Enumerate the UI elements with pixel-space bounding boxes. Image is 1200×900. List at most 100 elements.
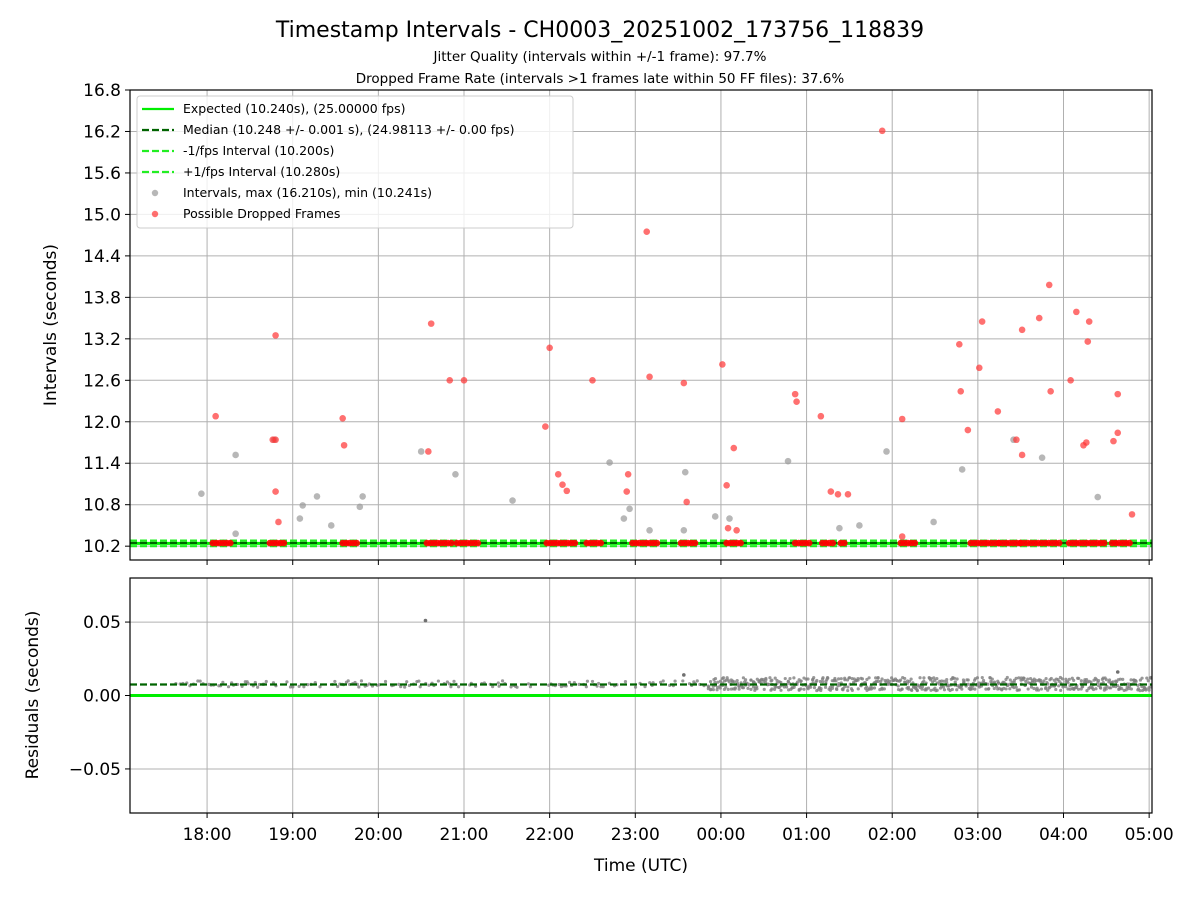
top-y-ticks: 10.2 10.8 11.4 12.0 12.6 13.2 13.8 14.4 15.0 15.6… xyxy=(83,81,130,557)
residual-point xyxy=(795,680,800,684)
residual-point xyxy=(843,676,847,680)
residual-point xyxy=(792,685,796,689)
residual-point xyxy=(849,687,854,691)
residual-point xyxy=(445,680,449,684)
dropped-frame-point xyxy=(723,482,730,489)
residual-point xyxy=(746,682,750,686)
residual-point xyxy=(988,675,992,680)
residual-point xyxy=(825,677,829,682)
legend-intervals-marker xyxy=(151,189,159,197)
interval-point xyxy=(646,526,653,534)
residual-point xyxy=(288,685,293,689)
residual-point xyxy=(198,679,202,683)
residual-point xyxy=(984,687,988,691)
dropped-frame-point xyxy=(474,539,482,547)
dropped-frame-point xyxy=(911,539,919,547)
dropped-frame-point xyxy=(1114,429,1122,437)
bottom-x-tick-label: 22:00 xyxy=(525,825,574,845)
residual-point xyxy=(708,679,713,684)
residual-point xyxy=(721,676,726,680)
residual-point xyxy=(1039,687,1044,691)
residual-point xyxy=(773,676,777,680)
residual-point xyxy=(497,684,501,688)
residual-point xyxy=(1077,676,1081,681)
residual-point xyxy=(928,678,933,682)
interval-point xyxy=(1094,493,1102,501)
chart-title: Timestamp Intervals - CH0003_20251002_17… xyxy=(275,18,924,43)
residual-point xyxy=(972,678,977,682)
residual-point xyxy=(661,679,665,683)
residual-point xyxy=(821,680,825,684)
residual-point xyxy=(567,680,572,684)
dropped-frame-point xyxy=(623,488,631,495)
residual-point xyxy=(1008,687,1012,691)
residual-point xyxy=(915,688,919,692)
dropped-frame-point xyxy=(542,423,549,430)
dropped-frame-point xyxy=(1110,437,1117,445)
interval-point xyxy=(327,522,335,529)
bottom-x-tick-label: 23:00 xyxy=(611,825,660,845)
dropped-frame-point xyxy=(956,341,963,348)
residual-point xyxy=(779,680,783,685)
residual-point xyxy=(823,685,828,689)
residual-point xyxy=(1094,687,1098,691)
residual-point xyxy=(926,686,931,690)
bottom-x-tick-label: 21:00 xyxy=(440,825,489,845)
dropped-frame-point xyxy=(559,481,566,488)
dropped-frame-point xyxy=(448,539,455,547)
residual-point xyxy=(846,685,850,689)
residual-point xyxy=(1061,685,1065,689)
residual-point xyxy=(1124,688,1128,692)
residual-point xyxy=(1060,677,1064,681)
dropped-frame-point xyxy=(427,320,435,327)
residual-point xyxy=(920,685,925,689)
dropped-frame-point xyxy=(791,390,799,398)
dropped-frame-point xyxy=(1055,539,1063,547)
residual-point xyxy=(741,676,746,680)
residual-outlier-point xyxy=(423,618,428,623)
dropped-frame-point xyxy=(624,470,632,478)
residual-point xyxy=(764,678,768,682)
residual-point xyxy=(940,679,944,683)
residual-point xyxy=(359,679,364,683)
residual-point xyxy=(932,676,936,680)
bottom-x-tick-label: 20:00 xyxy=(354,825,403,845)
residual-point xyxy=(784,685,789,689)
residual-point xyxy=(945,678,949,682)
top-y-tick-label: 10.2 xyxy=(83,537,121,557)
interval-point xyxy=(356,503,364,511)
residual-point xyxy=(749,687,753,691)
residual-point xyxy=(716,685,720,689)
dropped-frame-point xyxy=(272,332,279,339)
bottom-x-tick-label: 00:00 xyxy=(696,825,745,845)
residual-point xyxy=(887,682,891,686)
bottom-x-tick-label: 05:00 xyxy=(1125,825,1174,845)
dropped-frame-point xyxy=(1100,539,1108,547)
interval-point xyxy=(620,515,628,522)
bottom-x-tick-label: 02:00 xyxy=(868,825,917,845)
residual-point xyxy=(808,685,813,689)
top-y-tick-label: 13.2 xyxy=(83,330,121,350)
legend-expected-label: Expected (10.240s), (25.00000 fps) xyxy=(183,101,405,116)
interval-point xyxy=(836,524,843,532)
residual-point xyxy=(815,678,819,683)
dropped-frame-point xyxy=(1073,308,1080,316)
residual-point xyxy=(1098,685,1102,690)
dropped-frame-point xyxy=(353,539,360,547)
residual-point xyxy=(737,687,741,691)
residual-point xyxy=(264,679,268,684)
legend-dropped-label: Possible Dropped Frames xyxy=(183,206,340,221)
residual-point xyxy=(867,676,871,680)
residual-point xyxy=(711,688,715,692)
residual-point xyxy=(874,680,878,684)
residual-point xyxy=(724,685,728,689)
interval-point xyxy=(856,522,863,529)
interval-point xyxy=(883,448,890,455)
residual-point xyxy=(1104,678,1108,682)
residual-point xyxy=(872,686,877,690)
residual-point xyxy=(856,677,860,681)
residual-point xyxy=(792,676,796,680)
residual-point xyxy=(918,676,922,680)
residual-point xyxy=(812,685,817,690)
top-y-tick-label: 15.0 xyxy=(83,205,121,225)
